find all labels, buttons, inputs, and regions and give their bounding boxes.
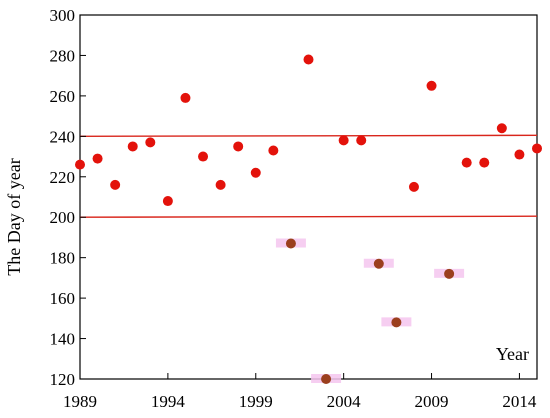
x-axis-title: Year [496, 344, 529, 364]
data-points [75, 54, 542, 384]
y-tick-label: 280 [50, 46, 76, 65]
plot-frame [79, 14, 538, 380]
y-tick-label: 200 [50, 208, 76, 227]
y-tick-label: 240 [50, 127, 76, 146]
y-tick-label: 220 [50, 168, 76, 187]
data-point [496, 123, 507, 134]
data-point [250, 167, 261, 178]
y-tick-label: 260 [50, 87, 76, 106]
axes [79, 14, 520, 380]
x-tick-label: 2004 [327, 392, 362, 411]
data-point [514, 149, 525, 160]
data-point [461, 157, 472, 168]
x-tick-label: 1994 [151, 392, 186, 411]
data-point [373, 258, 384, 269]
data-point [338, 135, 349, 146]
y-tick-label: 140 [50, 330, 76, 349]
data-point [321, 374, 332, 384]
x-tick-label: 2009 [415, 392, 449, 411]
data-point [198, 151, 209, 162]
plot-area [79, 14, 538, 380]
tick-labels: 120 140 160 180 200 220 240 260 280 300 1989 1994 19… [50, 6, 537, 411]
data-point [162, 196, 173, 207]
data-point [444, 268, 455, 279]
y-axis-title: The Day of year [4, 158, 24, 275]
data-point [215, 179, 226, 190]
reference-lines [79, 134, 538, 218]
data-point [110, 179, 121, 190]
reference-line [79, 215, 538, 218]
data-point [303, 54, 314, 65]
data-point [479, 157, 490, 168]
data-point [127, 141, 138, 152]
y-tick-label: 120 [50, 370, 76, 389]
data-point [145, 137, 156, 148]
data-point [532, 143, 542, 154]
data-point [180, 92, 191, 103]
data-point [391, 317, 402, 328]
y-tick-label: 160 [50, 289, 76, 308]
data-point [268, 145, 279, 156]
data-point [75, 159, 85, 170]
reference-line [79, 134, 538, 138]
data-point [426, 80, 437, 91]
y-tick-label: 300 [50, 6, 76, 25]
data-point [356, 135, 367, 146]
y-tick-label: 180 [50, 249, 76, 268]
x-tick-label: 1999 [239, 392, 273, 411]
data-point [233, 141, 244, 152]
x-tick-label: 1989 [63, 392, 97, 411]
data-point [285, 238, 296, 249]
data-point [408, 181, 419, 192]
x-tick-label: 2014 [502, 392, 537, 411]
data-point [92, 153, 103, 164]
